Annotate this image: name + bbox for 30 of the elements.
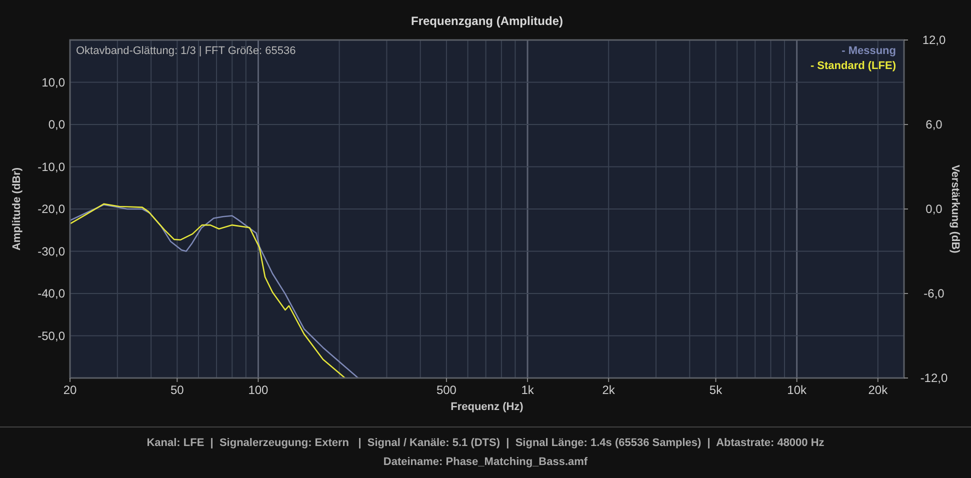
y-tick-label: -40,0 — [38, 286, 66, 300]
y-tick-label: -30,0 — [38, 244, 66, 258]
x-axis-title: Frequenz (Hz) — [450, 401, 524, 413]
x-tick-label: 50 — [170, 383, 184, 397]
annotation: Oktavband-Glättung: 1/3 | FFT Größe: 65536 — [76, 45, 296, 57]
y-tick-label: -10,0 — [38, 160, 66, 174]
y-axis-title: Amplitude (dBr) — [11, 167, 23, 251]
y-tick-label: -50,0 — [38, 328, 66, 343]
x-tick-label: 1k — [521, 383, 535, 397]
y2-tick-label: -12,0 — [920, 371, 948, 385]
y-tick-label: 10,0 — [42, 75, 66, 90]
y-tick-label: 0,0 — [48, 118, 66, 132]
x-tick-label: 500 — [436, 383, 457, 397]
y2-tick-label: 6,0 — [926, 118, 943, 132]
y2-tick-label: 12,0 — [922, 33, 946, 47]
text: Dateiname: Phase_Matching_Bass.amf — [383, 456, 588, 468]
text: - Standard (LFE) — [810, 60, 896, 72]
x-tick-label: 5k — [709, 383, 724, 397]
x-tick-label: 20k — [868, 383, 889, 397]
x-tick-label: 10k — [787, 383, 808, 397]
x-tick-label: 2k — [602, 383, 616, 397]
text: Kanal: LFE | Signalerzeugung: Extern | Signal / Kanäle: 5.1 (DTS) | Signal Länge: 1.4s (65536 Samples) | Abtastrate: 48000 Hz — [146, 437, 825, 449]
x-tick-label: 100 — [248, 383, 269, 397]
chart-title: Frequenzgang (Amplitude) — [411, 14, 563, 28]
y2-tick-label: -6,0 — [924, 286, 945, 300]
y2-tick-label: 0,0 — [926, 202, 943, 216]
y2-axis-title: Verstärkung (dB) — [949, 164, 961, 254]
text: - Messung — [842, 45, 896, 57]
y-tick-label: -20,0 — [38, 202, 66, 216]
x-tick-label: 20 — [63, 383, 77, 397]
